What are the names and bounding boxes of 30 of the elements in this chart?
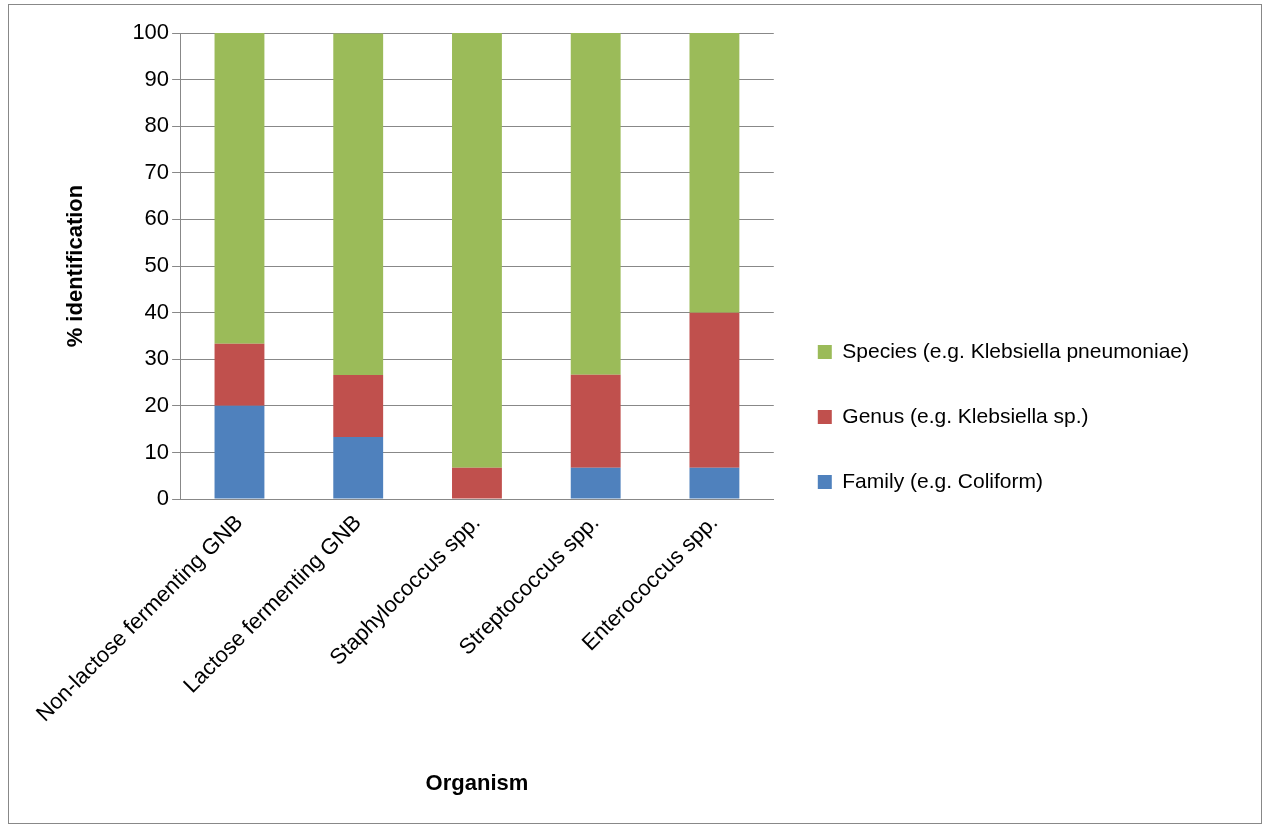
- bar: [452, 33, 502, 468]
- legend-label: Species (e.g. Klebsiella pneumoniae): [842, 338, 1190, 362]
- bar: [214, 405, 265, 499]
- bar: [570, 374, 621, 468]
- y-tick-label: 10: [144, 438, 170, 464]
- bar: [333, 375, 384, 438]
- y-axis-title: % identification: [62, 184, 88, 348]
- y-tick-label: 0: [156, 485, 170, 511]
- y-tick-label: 30: [144, 345, 170, 371]
- x-axis-title: Organism: [425, 769, 529, 795]
- bar: [452, 467, 502, 499]
- bar: [689, 467, 740, 499]
- legend-label: Family (e.g. Coliform): [842, 468, 1043, 492]
- bar: [570, 33, 621, 375]
- bar: [214, 33, 265, 344]
- bar: [333, 437, 384, 499]
- y-tick-label: 70: [144, 158, 170, 184]
- y-tick-label: 100: [132, 19, 170, 45]
- y-tick-label: 90: [144, 65, 170, 91]
- bar: [214, 343, 265, 406]
- bar: [689, 312, 740, 468]
- y-tick-label: 50: [144, 252, 170, 278]
- bar: [689, 33, 740, 313]
- y-tick-label: 80: [144, 112, 170, 138]
- legend-label: Genus (e.g. Klebsiella sp.): [842, 403, 1089, 427]
- y-tick-label: 40: [144, 298, 170, 324]
- bar: [333, 33, 384, 376]
- bar: [570, 467, 621, 499]
- y-tick-label: 20: [144, 391, 170, 417]
- y-tick-label: 60: [144, 205, 170, 231]
